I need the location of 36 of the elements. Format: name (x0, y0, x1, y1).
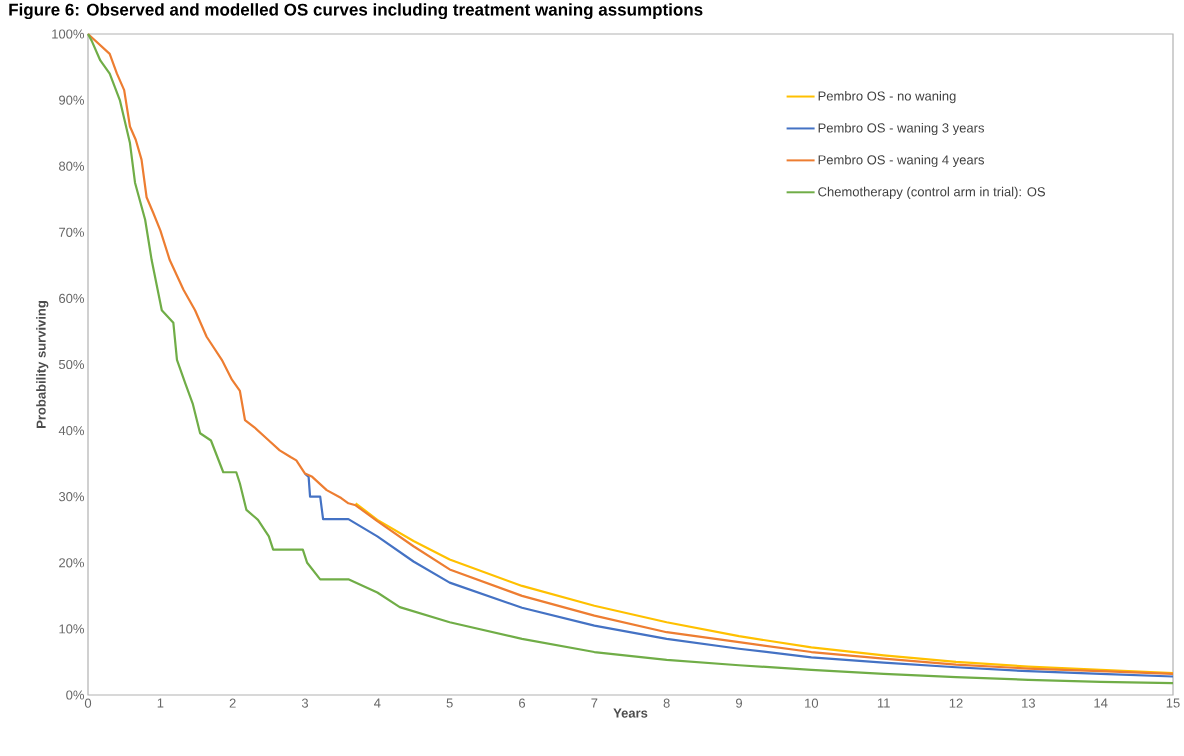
x-tick-label: 4 (374, 698, 381, 708)
line-series (354, 502, 1175, 675)
y-tick-label: 70% (59, 227, 85, 237)
y-tick-label: 50% (58, 359, 85, 370)
x-tick-label: 0 (84, 698, 92, 708)
y-tick-label: 20% (59, 558, 85, 568)
y-tick-label: 60% (59, 293, 85, 303)
x-tick-label: 7 (591, 698, 598, 708)
legend-label: Pembro OS - waning 3 years (818, 122, 985, 136)
x-tick-label: 8 (663, 698, 670, 708)
y-tick-label: 100% (52, 29, 85, 39)
y-tick-label: 40% (58, 425, 85, 436)
x-axis-title: Years (613, 708, 648, 718)
x-tick-label: 14 (1094, 698, 1108, 708)
x-tick-label: 3 (301, 698, 309, 708)
line-series (303, 472, 1175, 678)
y-tick-label: 0% (66, 690, 85, 700)
y-tick-label: 30% (58, 492, 85, 502)
x-tick-label: 2 (229, 698, 236, 708)
legend-label: Pembro OS - waning 4 years (818, 154, 985, 168)
x-tick-label: 1 (157, 698, 164, 708)
x-tick-label: 9 (736, 698, 743, 708)
chart-title: Figure 6: Observed and modelled OS curves including treatment waning assumptions (9, 3, 703, 20)
x-tick-label: 12 (949, 698, 963, 708)
x-tick-label: 10 (805, 698, 819, 708)
x-tick-label: 15 (1166, 698, 1180, 708)
legend-label: Pembro OS - no waning (818, 91, 956, 104)
y-tick-label: 90% (59, 95, 85, 105)
y-tick-label: 80% (59, 161, 85, 171)
y-axis-title: Probability surviving (36, 301, 49, 428)
y-tick-label: 10% (59, 624, 85, 634)
x-tick-label: 11 (877, 698, 890, 708)
x-tick-label: 5 (446, 698, 453, 708)
x-tick-label: 6 (519, 698, 526, 708)
x-tick-label: 13 (1022, 698, 1035, 708)
legend-label: Chemotherapy (control arm in trial): OS (818, 186, 1046, 199)
